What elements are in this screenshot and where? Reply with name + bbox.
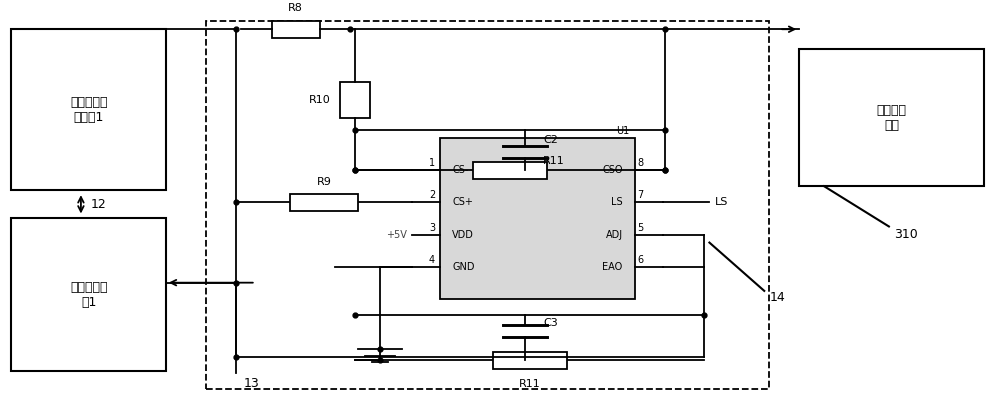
Bar bbox=[440, 138, 635, 299]
Bar bbox=[473, 162, 547, 179]
Text: EAO: EAO bbox=[602, 262, 623, 272]
Text: R8: R8 bbox=[288, 3, 303, 13]
Bar bbox=[11, 218, 166, 371]
Text: 1: 1 bbox=[429, 158, 435, 168]
Text: 电子控制
单元: 电子控制 单元 bbox=[876, 104, 906, 132]
Text: VDD: VDD bbox=[452, 229, 474, 240]
Bar bbox=[493, 352, 567, 369]
Text: 7: 7 bbox=[638, 190, 644, 200]
Text: CS-: CS- bbox=[452, 165, 469, 175]
Text: R11: R11 bbox=[543, 156, 565, 166]
Text: C3: C3 bbox=[543, 318, 558, 328]
Bar bbox=[206, 21, 769, 389]
Text: 8: 8 bbox=[638, 158, 644, 168]
Text: U1: U1 bbox=[616, 126, 630, 136]
Bar bbox=[11, 29, 166, 190]
Text: CSO: CSO bbox=[602, 165, 623, 175]
Text: 12: 12 bbox=[91, 198, 107, 211]
Text: R9: R9 bbox=[317, 177, 331, 187]
Text: 13: 13 bbox=[244, 378, 259, 391]
Text: LS: LS bbox=[611, 197, 623, 207]
Text: ADJ: ADJ bbox=[606, 229, 623, 240]
Text: 4: 4 bbox=[429, 255, 435, 265]
Text: R10: R10 bbox=[309, 94, 330, 105]
Bar bbox=[272, 21, 320, 38]
Text: 高频整流滤
波电路1: 高频整流滤 波电路1 bbox=[70, 96, 107, 124]
Text: 3: 3 bbox=[429, 222, 435, 232]
Text: 采样反馈电
路1: 采样反馈电 路1 bbox=[70, 281, 107, 309]
Bar bbox=[799, 49, 984, 186]
Text: CS+: CS+ bbox=[452, 197, 473, 207]
Text: 14: 14 bbox=[769, 291, 785, 304]
Bar bbox=[290, 194, 358, 211]
Text: LS: LS bbox=[714, 197, 728, 207]
Text: C2: C2 bbox=[543, 135, 558, 145]
Text: 310: 310 bbox=[894, 229, 918, 241]
Text: 2: 2 bbox=[429, 190, 435, 200]
Text: 5: 5 bbox=[638, 222, 644, 232]
Text: +5V: +5V bbox=[386, 229, 407, 240]
Text: R11: R11 bbox=[519, 379, 541, 389]
Text: 6: 6 bbox=[638, 255, 644, 265]
Bar bbox=[340, 81, 370, 118]
Text: GND: GND bbox=[452, 262, 475, 272]
